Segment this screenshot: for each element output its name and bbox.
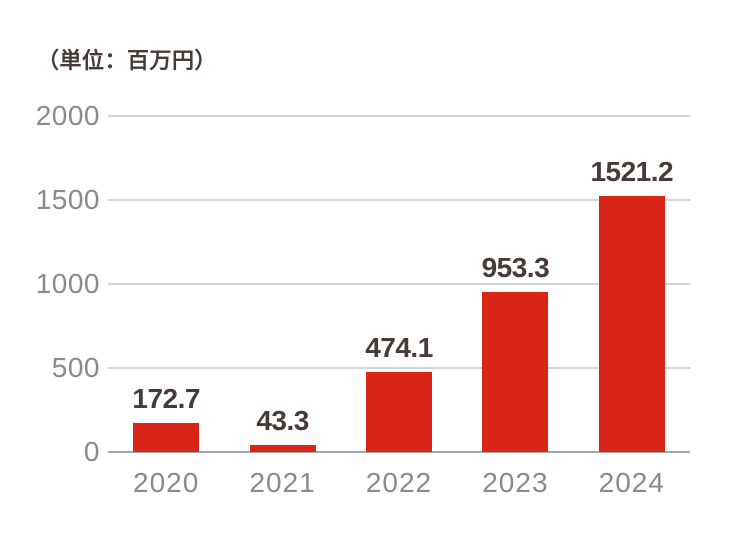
bar-value-label: 953.3 — [481, 251, 550, 283]
bar — [133, 422, 200, 452]
bar-value-label: 1521.2 — [590, 156, 674, 188]
bar — [598, 196, 665, 452]
gridline — [108, 283, 690, 285]
y-axis-tick-label: 1000 — [35, 268, 100, 299]
x-axis-tick-label: 2024 — [598, 467, 665, 498]
x-axis-tick-label: 2020 — [133, 467, 200, 498]
y-axis-tick-label: 0 — [83, 436, 100, 467]
x-axis-line — [108, 451, 690, 453]
y-axis-tick-label: 500 — [51, 352, 100, 383]
gridline — [108, 367, 690, 369]
unit-label: （単位：百万円） — [37, 48, 218, 73]
bar-value-label: 474.1 — [365, 332, 433, 364]
gridline — [108, 199, 690, 201]
bar — [366, 372, 432, 452]
y-axis-tick-label: 2000 — [35, 100, 100, 131]
bar-value-label: 172.7 — [132, 383, 200, 414]
x-axis-tick-label: 2023 — [482, 467, 549, 498]
gridline — [108, 115, 690, 117]
bar — [249, 444, 316, 452]
bar-value-label: 43.3 — [256, 404, 309, 436]
bar — [482, 291, 549, 452]
y-axis-tick-label: 1500 — [35, 184, 100, 215]
x-axis-tick-label: 2021 — [249, 467, 316, 498]
x-axis-tick-label: 2022 — [365, 467, 433, 498]
